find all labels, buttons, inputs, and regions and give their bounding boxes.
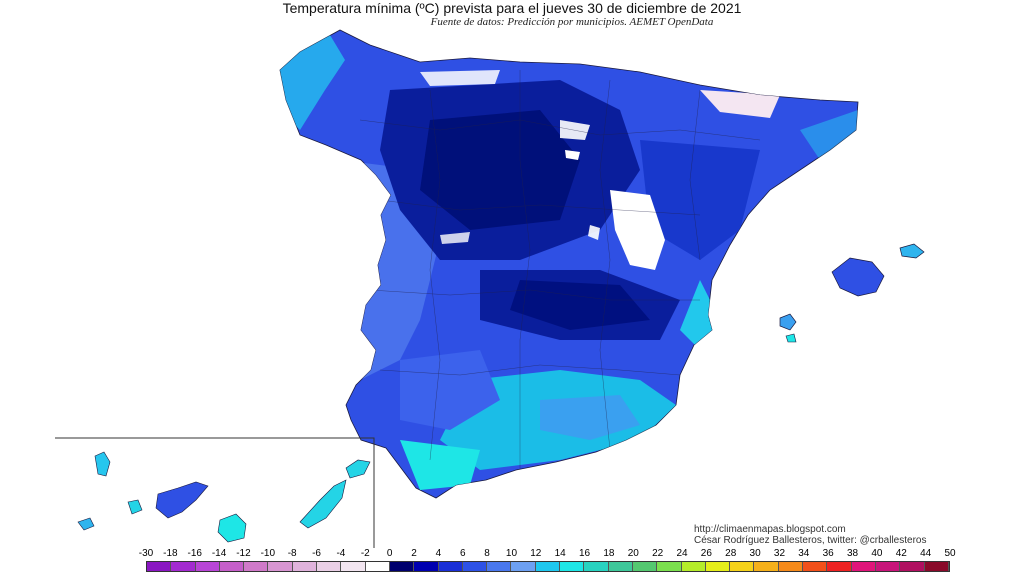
legend-swatch [827,562,852,571]
legend-label: 36 [822,548,834,559]
legend-swatch [900,562,925,571]
legend-label: -16 [187,548,202,559]
legend-swatch [632,562,658,571]
legend-label: 30 [749,548,761,559]
legend-label: -4 [336,548,346,559]
legend-label: -18 [163,548,178,559]
legend-swatch [438,562,463,571]
legend-swatch [365,562,390,571]
legend-color-bar [146,561,950,572]
legend-label: -12 [236,548,251,559]
legend-swatch [875,562,901,571]
legend-label: 40 [871,548,883,559]
legend-label: 38 [846,548,859,559]
legend-swatch [705,562,731,571]
legend-label: 42 [895,548,907,559]
legend-swatch [560,562,585,571]
legend-label: 34 [798,548,810,559]
legend-swatch [147,562,172,571]
legend-swatch [414,562,439,571]
legend-label: 26 [700,548,712,559]
legend-label: 6 [459,548,466,559]
map-title: Temperatura mínima (ºC) prevista para el… [282,0,742,16]
legend-swatch [341,562,366,571]
legend-label: 24 [676,548,688,559]
legend-swatch [851,562,876,571]
map-credits: http://climaenmapas.blogspot.com César R… [694,524,926,546]
legend-swatch [608,562,633,571]
legend-swatch [244,562,269,571]
legend-label: 18 [603,548,615,559]
legend-swatch [511,562,536,571]
legend-label: 50 [944,548,956,559]
legend-label: 16 [578,548,591,559]
credits-url[interactable]: http://climaenmapas.blogspot.com [694,524,846,535]
legend-swatch [778,562,804,571]
legend-label: -2 [360,548,370,559]
legend-label: -8 [287,548,297,559]
legend-swatch [317,562,342,571]
legend-swatch [462,562,488,571]
legend-swatch [657,562,682,571]
legend-swatch [219,562,245,571]
legend-swatch [681,562,706,571]
legend-label: 32 [773,548,786,559]
legend-label: 8 [484,548,490,559]
legend-swatch [730,562,755,571]
canary-islands-inset [55,437,375,548]
legend-label: 4 [435,548,442,559]
legend-label: 2 [411,548,417,559]
peninsula-region [279,29,859,499]
legend-label: -10 [260,548,276,559]
legend-label: 44 [920,548,932,559]
balearic-islands [779,243,925,343]
credits-author: César Rodríguez Ballesteros, twitter: @c… [694,535,927,546]
legend-label: 20 [627,548,639,559]
legend-swatch [292,562,318,571]
legend-swatch [171,562,196,571]
legend-label: 22 [652,548,664,559]
legend-swatch [389,562,415,571]
legend-swatch [268,562,293,571]
legend-label: -14 [211,548,227,559]
legend-swatch [535,562,561,571]
legend-label: -30 [138,548,154,559]
map-subtitle: Fuente de datos: Predicción por municipi… [430,16,714,28]
legend-swatch [195,562,220,571]
legend-label: 28 [725,548,737,559]
legend-swatch [754,562,779,571]
legend-labels: -30 -18 -16 -14 -12 -10 -8 -6 -4 -2 0 2 4 6 8 10 12 14 16 1… [138,548,956,560]
legend-label: -6 [312,548,321,559]
legend-label: 10 [505,548,518,559]
legend-swatch [924,562,949,571]
legend-label: 0 [386,548,393,559]
legend-label: 14 [554,548,566,559]
legend-label: 12 [530,548,542,559]
legend-swatch [584,562,609,571]
legend-swatch [487,562,512,571]
legend-swatch [803,562,828,571]
